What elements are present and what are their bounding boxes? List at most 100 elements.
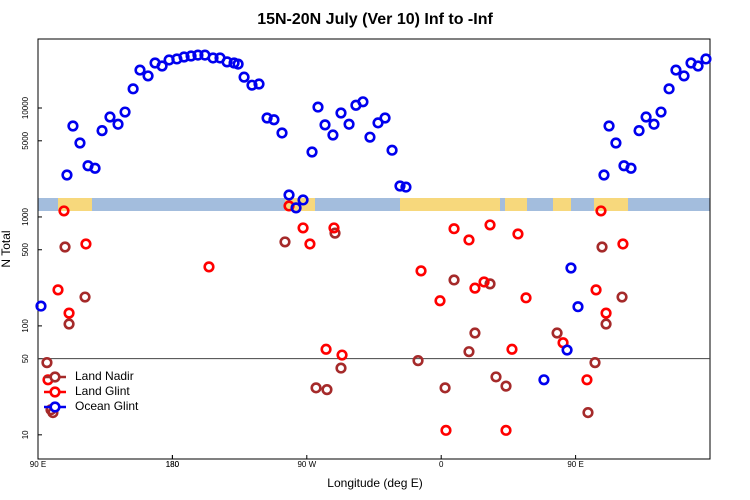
x-tick-label: 0 [439,460,444,469]
point [617,238,629,250]
point [290,202,302,214]
x-tick-label: 90 E [30,460,46,469]
point [142,70,154,82]
point [89,162,101,174]
legend-label: Land Glint [75,384,130,398]
point [386,144,398,156]
point [616,291,628,303]
point [506,343,518,355]
point [463,234,475,246]
point [595,205,607,217]
point [434,295,446,307]
legend-marker [49,371,61,383]
point [335,107,347,119]
point [321,384,333,396]
point [400,181,412,193]
y-tick-label: 10 [21,430,30,439]
point [319,119,331,131]
point [283,189,295,201]
point [512,228,524,240]
point [610,137,622,149]
point [478,276,490,288]
map-strip [38,198,710,211]
point [327,129,339,141]
point [590,284,602,296]
point [603,120,615,132]
point [192,49,204,61]
point [304,238,316,250]
point [104,111,116,123]
x-tick-label: 90 E [567,460,583,469]
point [58,205,70,217]
point [484,219,496,231]
y-tick-label: 10000 [21,96,30,119]
point [185,50,197,62]
point [415,265,427,277]
map-land [505,198,527,211]
x-axis-label: Longitude (deg E) [327,476,422,490]
legend-label: Ocean Glint [75,399,139,413]
point [600,318,612,330]
point [561,344,573,356]
point [207,52,219,64]
point [156,60,168,72]
point [312,101,324,113]
point [96,125,108,137]
legend-marker [49,401,61,413]
point [670,64,682,76]
point [306,146,318,158]
point [484,278,496,290]
point [678,70,690,82]
point [551,327,563,339]
point [582,406,594,419]
point [596,241,608,253]
point [463,346,475,358]
point [297,194,309,206]
point [469,327,481,339]
map-land [58,198,92,211]
point [127,83,139,95]
point [394,180,406,192]
y-tick-label: 50 [21,354,30,363]
point [35,300,47,312]
point [439,382,451,394]
point [232,58,244,70]
point [112,118,124,130]
point [320,343,332,355]
point [59,241,71,253]
point [700,53,712,65]
point [692,60,704,72]
point [238,71,250,83]
point [74,137,86,149]
point [412,355,424,367]
y-tick-label: 1000 [21,208,30,226]
point [52,284,64,296]
point [469,282,481,294]
y-tick-label: 100 [21,319,30,333]
point [343,118,355,130]
point [268,114,280,126]
x-tick-label: 180 [166,460,180,469]
point [63,307,75,319]
point [648,118,660,130]
point [221,56,233,68]
point [500,380,512,392]
x-tick-label: 90 W [297,460,316,469]
legend-marker [49,386,61,398]
point [379,112,391,124]
point [67,120,79,132]
point [203,261,215,273]
point [357,96,369,108]
point [640,111,652,123]
point [80,238,92,250]
point [520,292,532,304]
map-land [400,198,500,211]
point [663,83,675,95]
point [336,349,348,361]
point [279,236,291,248]
point [448,223,460,235]
point [261,112,273,124]
point [119,106,131,118]
